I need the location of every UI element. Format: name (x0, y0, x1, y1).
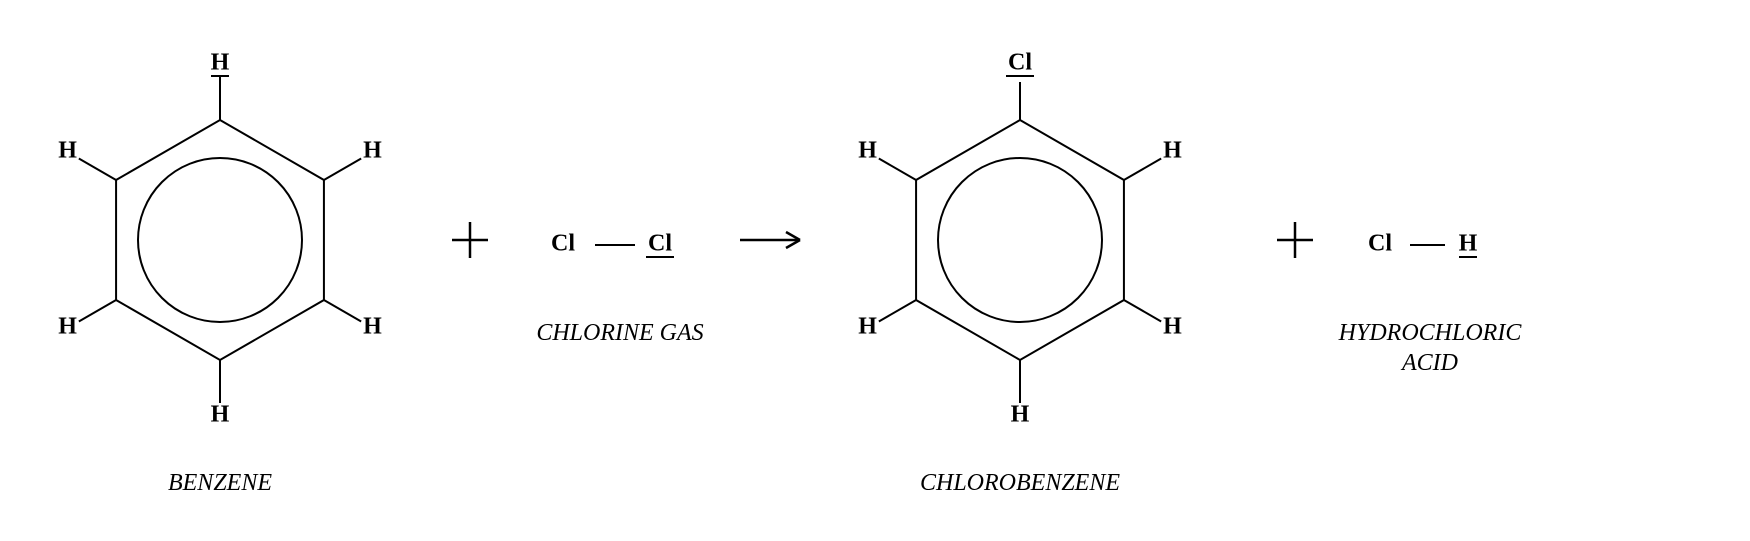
chlorobenzene-bond-5 (879, 159, 916, 181)
benzene-atom-2: H (363, 314, 382, 340)
chlorobenzene-hexagon (916, 120, 1124, 360)
hcl-right-atom: H (1459, 231, 1478, 257)
benzene-atom-5: H (58, 138, 77, 164)
chlorobenzene-bond-4 (879, 300, 916, 322)
reaction-diagram: H H H H H H BENZENE Cl Cl CHLORINE GAS Cl H H H H H CHLO… (0, 0, 1750, 541)
benzene-atom-1: H (363, 138, 382, 164)
hcl-caption-line1: HYDROCHLORIC (1338, 320, 1523, 346)
chlorobenzene-bond-2 (1124, 300, 1161, 322)
hcl-caption-line2: ACID (1400, 350, 1458, 376)
chlorobenzene-atom-4: H (858, 314, 877, 340)
chlorine-right-atom: Cl (648, 231, 672, 257)
benzene-hexagon (116, 120, 324, 360)
benzene-atom-3: H (211, 402, 230, 428)
chlorobenzene-bond-1 (1124, 159, 1161, 181)
benzene-caption: BENZENE (168, 470, 272, 496)
chlorobenzene-atom-3: H (1011, 402, 1030, 428)
benzene-bond-4 (79, 300, 116, 322)
benzene-atom-0: H (211, 50, 230, 76)
chlorobenzene-atom-2: H (1163, 314, 1182, 340)
chlorobenzene-atom-1: H (1163, 138, 1182, 164)
benzene-aromatic-circle (138, 158, 302, 322)
chlorobenzene-atom-0: Cl (1008, 50, 1032, 76)
chlorine-caption: CHLORINE GAS (536, 320, 703, 346)
chlorine-left-atom: Cl (551, 231, 575, 257)
chlorobenzene-atom-5: H (858, 138, 877, 164)
benzene-atom-4: H (58, 314, 77, 340)
benzene-bond-5 (79, 159, 116, 181)
chlorobenzene-aromatic-circle (938, 158, 1102, 322)
benzene-bond-2 (324, 300, 361, 322)
hcl-left-atom: Cl (1368, 231, 1392, 257)
benzene-bond-1 (324, 159, 361, 181)
chlorobenzene-caption: CHLOROBENZENE (920, 470, 1120, 496)
